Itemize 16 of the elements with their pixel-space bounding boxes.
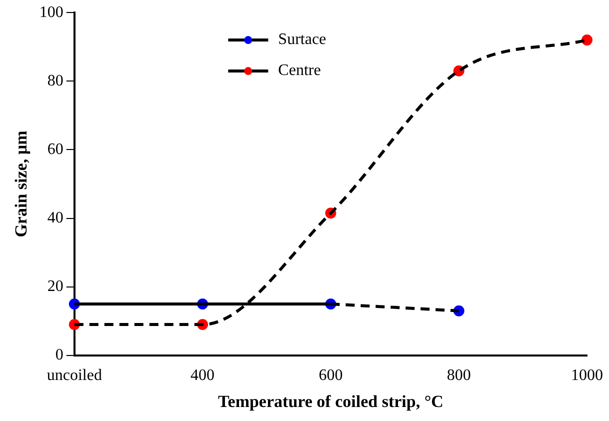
y-tick-label: 60 xyxy=(47,140,64,158)
y-tick-label: 80 xyxy=(47,72,64,90)
y-tick-label: 40 xyxy=(47,209,64,226)
x-tick-label: 800 xyxy=(446,367,471,384)
point xyxy=(582,34,592,46)
x-tick-label: 1000 xyxy=(571,367,603,384)
y-tick-label: 0 xyxy=(55,346,64,364)
x-tick-label: uncoiled xyxy=(46,367,102,384)
legend-label: Surtace xyxy=(278,31,326,48)
x-axis-title: Temperature of coiled strip, °C xyxy=(218,392,444,412)
x-tick-label: 400 xyxy=(190,367,215,384)
y-tick-label: 20 xyxy=(47,278,64,296)
y-tick-label: 100 xyxy=(39,4,64,21)
y-axis-title: Grain size, µm xyxy=(12,130,31,238)
x-tick-label: 600 xyxy=(318,367,343,384)
legend-label: Centre xyxy=(278,62,321,80)
